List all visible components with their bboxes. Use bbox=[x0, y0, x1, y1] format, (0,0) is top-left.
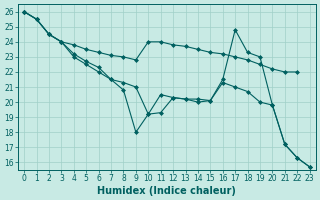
X-axis label: Humidex (Indice chaleur): Humidex (Indice chaleur) bbox=[98, 186, 236, 196]
